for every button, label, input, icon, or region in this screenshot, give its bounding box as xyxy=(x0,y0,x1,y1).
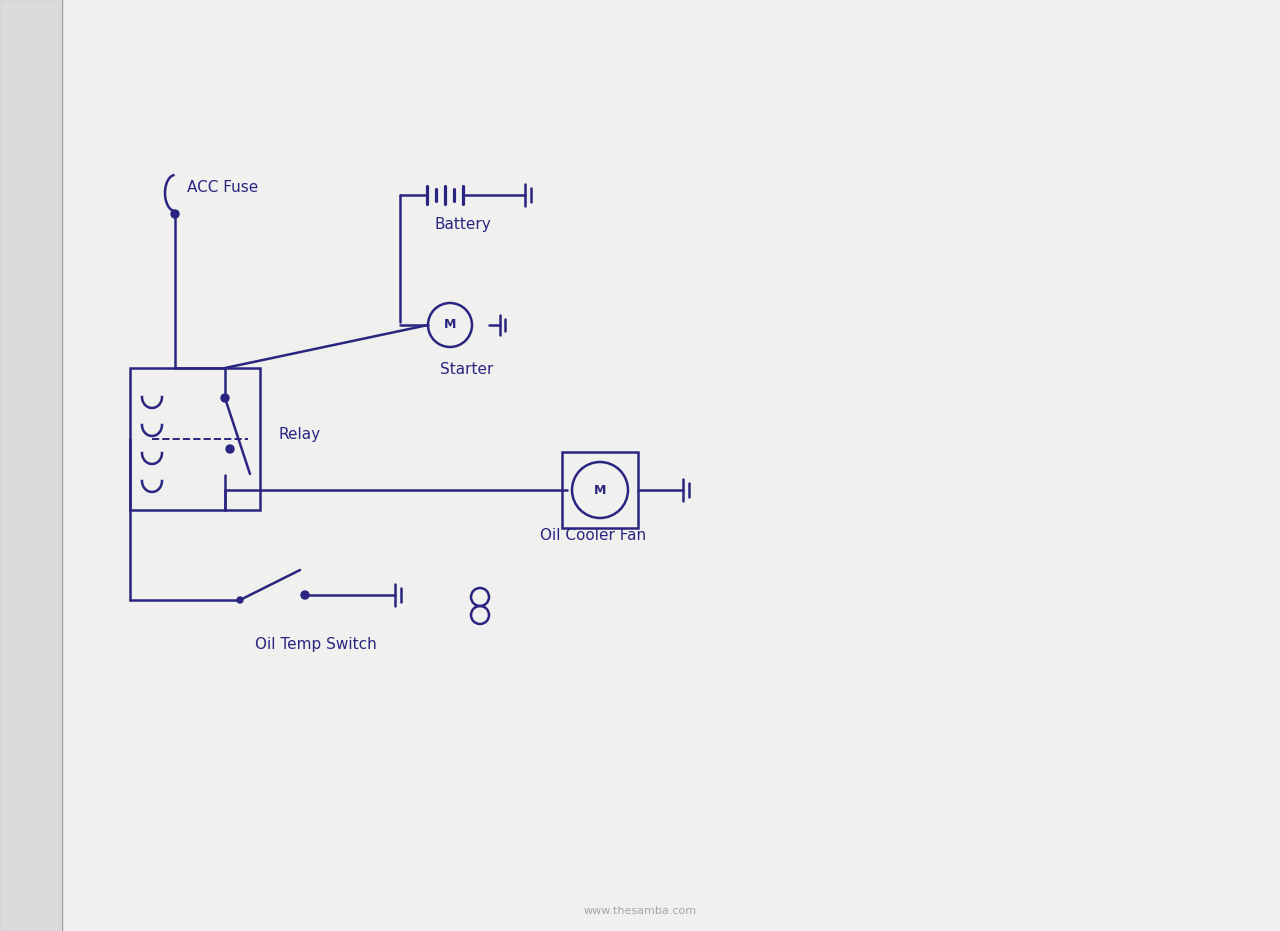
Bar xyxy=(0,0,60,931)
Text: Battery: Battery xyxy=(435,218,492,233)
Text: Oil Cooler Fan: Oil Cooler Fan xyxy=(540,528,646,543)
Text: Oil Temp Switch: Oil Temp Switch xyxy=(255,638,376,653)
Bar xyxy=(562,452,637,528)
Bar xyxy=(131,368,260,510)
Text: ACC Fuse: ACC Fuse xyxy=(187,181,259,196)
Circle shape xyxy=(237,597,243,603)
Text: Starter: Starter xyxy=(440,362,493,377)
Circle shape xyxy=(221,394,229,402)
Circle shape xyxy=(227,445,234,453)
Circle shape xyxy=(172,210,179,218)
Text: M: M xyxy=(594,483,607,496)
Text: M: M xyxy=(444,318,456,331)
Text: www.thesamba.com: www.thesamba.com xyxy=(584,906,696,916)
Text: Relay: Relay xyxy=(278,427,320,442)
Circle shape xyxy=(301,591,308,599)
